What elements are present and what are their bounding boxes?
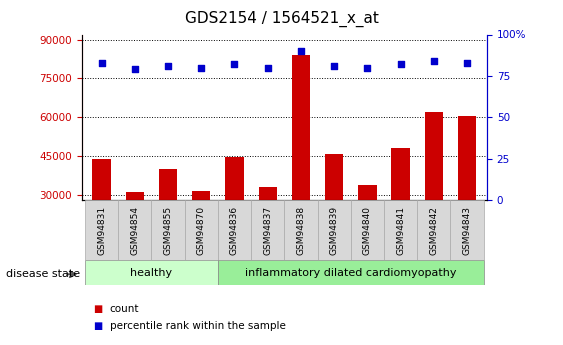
Bar — [284, 200, 318, 260]
Bar — [450, 200, 484, 260]
Text: healthy: healthy — [131, 268, 172, 277]
Bar — [151, 200, 185, 260]
Bar — [218, 200, 251, 260]
Bar — [325, 154, 343, 273]
Text: GSM94831: GSM94831 — [97, 206, 106, 255]
Point — [263, 65, 272, 70]
Text: GDS2154 / 1564521_x_at: GDS2154 / 1564521_x_at — [185, 10, 378, 27]
Bar — [159, 169, 177, 273]
Text: GSM94840: GSM94840 — [363, 206, 372, 255]
Point — [196, 65, 205, 70]
Point — [130, 67, 139, 72]
Bar — [92, 159, 111, 273]
Bar — [258, 187, 277, 273]
Bar — [425, 112, 443, 273]
Bar — [358, 185, 377, 273]
Bar — [292, 55, 310, 273]
Text: GSM94843: GSM94843 — [463, 206, 472, 255]
Bar — [391, 148, 410, 273]
Text: GSM94841: GSM94841 — [396, 206, 405, 255]
Text: inflammatory dilated cardiomyopathy: inflammatory dilated cardiomyopathy — [245, 268, 457, 277]
Bar — [85, 200, 118, 260]
Point — [463, 60, 472, 66]
Point — [230, 61, 239, 67]
Point — [330, 63, 339, 69]
Text: ■: ■ — [93, 304, 102, 314]
Bar — [218, 260, 484, 285]
Point — [97, 60, 106, 66]
Text: count: count — [110, 304, 139, 314]
Bar — [417, 200, 450, 260]
Bar — [251, 200, 284, 260]
Text: GSM94870: GSM94870 — [196, 206, 205, 255]
Bar — [225, 157, 244, 273]
Point — [363, 65, 372, 70]
Text: GSM94854: GSM94854 — [130, 206, 139, 255]
Bar — [458, 116, 476, 273]
Point — [396, 61, 405, 67]
Bar — [185, 200, 218, 260]
Point — [163, 63, 172, 69]
Text: GSM94837: GSM94837 — [263, 206, 272, 255]
Text: percentile rank within the sample: percentile rank within the sample — [110, 321, 285, 331]
Bar — [126, 192, 144, 273]
Text: GSM94839: GSM94839 — [330, 206, 339, 255]
Text: GSM94836: GSM94836 — [230, 206, 239, 255]
Bar — [318, 200, 351, 260]
Point — [430, 58, 439, 64]
Bar — [85, 260, 218, 285]
Bar — [192, 191, 211, 273]
Text: ■: ■ — [93, 321, 102, 331]
Point — [297, 48, 306, 54]
Text: GSM94842: GSM94842 — [430, 206, 439, 255]
Bar — [351, 200, 384, 260]
Text: disease state: disease state — [6, 269, 80, 279]
Bar — [118, 200, 151, 260]
Text: GSM94838: GSM94838 — [297, 206, 306, 255]
Bar — [384, 200, 417, 260]
Text: GSM94855: GSM94855 — [163, 206, 172, 255]
